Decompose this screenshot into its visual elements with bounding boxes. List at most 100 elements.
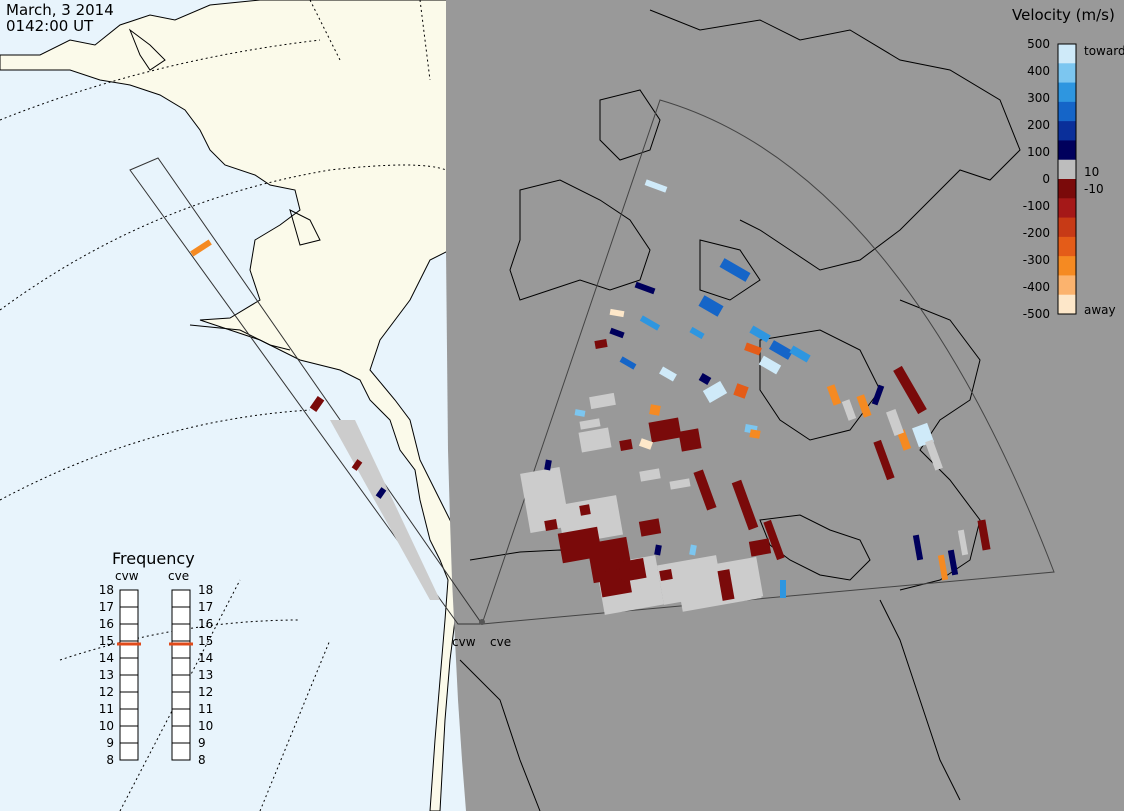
backscatter-cell xyxy=(669,478,691,490)
velocity-tick: 500 xyxy=(1027,37,1050,51)
colorbar-segment xyxy=(1058,121,1076,141)
colorbar-segment xyxy=(1058,159,1076,180)
colorbar-segment xyxy=(1058,179,1076,199)
freq-tick-right: 12 xyxy=(198,685,214,699)
backscatter-cell xyxy=(659,366,677,382)
velocity-tick: -400 xyxy=(1022,280,1050,294)
colorbar-segment xyxy=(1058,44,1076,64)
backscatter-cell xyxy=(749,429,761,439)
velocity-tick: -500 xyxy=(1022,307,1050,321)
backscatter-cell xyxy=(544,459,552,471)
colorbar-segment xyxy=(1058,256,1076,276)
freq-tick-right: 8 xyxy=(198,753,206,767)
freq-tick-left: 16 xyxy=(98,617,114,631)
backscatter-cell xyxy=(749,325,771,343)
freq-tick-left: 12 xyxy=(98,685,114,699)
freq-tick-left: 8 xyxy=(106,753,114,767)
dayside-land xyxy=(0,0,461,811)
backscatter-cell xyxy=(789,345,811,363)
colorbar-segment xyxy=(1058,101,1076,122)
backscatter-cell xyxy=(594,339,608,349)
velocity-tick: -100 xyxy=(1022,199,1050,213)
backscatter-cell xyxy=(886,409,904,436)
frequency-title: Frequency xyxy=(112,549,195,568)
backscatter-cell xyxy=(618,557,647,583)
nightside xyxy=(446,0,1124,811)
backscatter-cell xyxy=(659,569,673,581)
colorbar-segment xyxy=(1058,275,1076,296)
colorbar-segment xyxy=(1058,294,1076,315)
backscatter-cell xyxy=(768,340,794,360)
backscatter-cell xyxy=(609,308,625,318)
backscatter-cell xyxy=(780,580,786,598)
away-label: away xyxy=(1084,303,1116,317)
velocity-tick: 400 xyxy=(1027,64,1050,78)
backscatter-cell xyxy=(579,504,591,516)
colorbar-segment xyxy=(1058,63,1076,84)
velocity-title: Velocity (m/s) xyxy=(1012,6,1115,24)
freq-tick-right: 9 xyxy=(198,736,206,750)
backscatter-cell xyxy=(925,439,943,471)
backscatter-cell xyxy=(544,519,558,531)
cve-scatter xyxy=(520,179,991,615)
site-label-cve: cve xyxy=(490,635,512,649)
velocity-tick: 100 xyxy=(1027,145,1050,159)
backscatter-cell xyxy=(893,365,927,415)
coastlines-night xyxy=(459,9,1021,811)
velocity-tick: -200 xyxy=(1022,226,1050,240)
fov-cve xyxy=(481,99,1055,625)
backscatter-cell xyxy=(574,409,586,417)
backscatter-cell xyxy=(638,438,654,450)
freq-tick-right: 17 xyxy=(198,600,214,614)
backscatter-cell xyxy=(912,534,924,561)
backscatter-cell xyxy=(689,544,697,556)
freq-tick-right: 16 xyxy=(198,617,214,631)
colorbar-segment xyxy=(1058,140,1076,161)
backscatter-cell xyxy=(841,399,857,421)
velocity-tick: 300 xyxy=(1027,91,1050,105)
backscatter-cell xyxy=(957,529,969,556)
colorbar-segment xyxy=(1058,217,1076,238)
backscatter-cell xyxy=(702,380,728,404)
backscatter-cell xyxy=(873,439,895,481)
backscatter-cell xyxy=(717,569,735,601)
backscatter-cell xyxy=(763,519,785,561)
backscatter-cell xyxy=(579,418,601,430)
freq-tick-right: 14 xyxy=(198,651,214,665)
freq-tick-left: 11 xyxy=(98,702,114,716)
backscatter-cell xyxy=(609,327,625,339)
velocity-colorbar xyxy=(1057,43,1077,315)
freq-tick-left: 15 xyxy=(98,634,114,648)
small-pos-label: 10 xyxy=(1084,165,1100,179)
backscatter-cell xyxy=(654,544,662,556)
site-label-cvw: cvw xyxy=(452,635,476,649)
freq-tick-left: 13 xyxy=(98,668,114,682)
backscatter-cell xyxy=(619,356,637,370)
freq-radar-cvw: cvw xyxy=(115,569,139,583)
frequency-panel xyxy=(117,589,193,761)
backscatter-cell xyxy=(733,383,749,399)
freq-tick-left: 14 xyxy=(98,651,114,665)
backscatter-cell xyxy=(639,315,661,331)
backscatter-cell xyxy=(856,394,872,418)
backscatter-cell xyxy=(758,355,782,375)
backscatter-cell xyxy=(977,519,991,551)
backscatter-cell xyxy=(589,392,616,410)
freq-tick-right: 15 xyxy=(198,634,214,648)
time-label: 0142:00 UT xyxy=(6,17,94,35)
backscatter-cell xyxy=(748,538,772,557)
freq-tick-left: 17 xyxy=(98,600,114,614)
backscatter-cell xyxy=(896,429,912,451)
coastlines-day xyxy=(128,28,321,351)
colorbar-frame xyxy=(1057,43,1077,315)
backscatter-cell xyxy=(693,469,717,511)
colorbar-segment xyxy=(1058,82,1076,103)
backscatter-cell xyxy=(619,439,633,451)
site-marker xyxy=(479,619,485,625)
backscatter-cell xyxy=(520,466,570,534)
date-label: March, 3 2014 xyxy=(6,1,114,19)
backscatter-cell xyxy=(871,384,885,406)
backscatter-cell xyxy=(937,554,949,581)
freq-radar-cve: cve xyxy=(168,569,190,583)
backscatter-cell xyxy=(744,342,762,356)
